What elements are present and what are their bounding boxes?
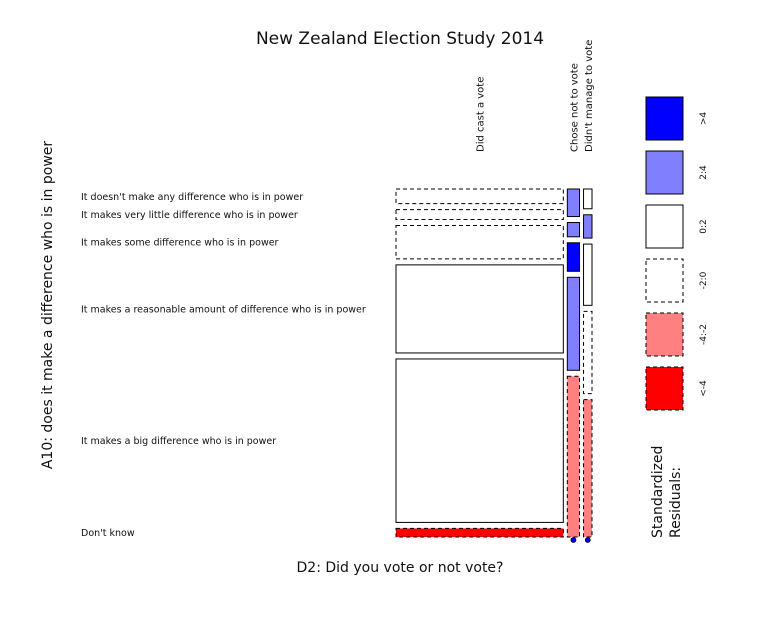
mosaic-cell-did-cast-a-vote-r4 (395, 358, 564, 523)
mosaic-cell-didn-t-manage-to-vote-r0 (583, 188, 593, 210)
mosaic-cell-chose-not-to-vote-r0 (566, 188, 581, 218)
row-label-4: It makes a big difference who is in powe… (81, 436, 276, 447)
legend-swatch-5 (645, 366, 684, 411)
row-label-5: Don't know (81, 528, 135, 539)
legend-label-4: -4:-2 (699, 324, 709, 345)
mosaic-cell-didn-t-manage-to-vote-r1 (583, 214, 593, 239)
legend-swatch-0 (645, 96, 684, 141)
column-label-did-cast-a-vote: Did cast a vote (476, 77, 487, 152)
column-label-didn-t-manage-to-vote: Didn't manage to vote (584, 40, 595, 152)
row-label-1: It makes very little difference who is i… (81, 210, 298, 221)
legend-title-line2: Residuals: (668, 467, 684, 538)
mosaic-cell-did-cast-a-vote-r3 (395, 264, 564, 354)
mosaic-cell-did-cast-a-vote-r0 (395, 188, 564, 205)
mosaic-cell-did-cast-a-vote-r2 (395, 224, 564, 260)
y-axis-label: A10: does it make a difference who is in… (40, 141, 56, 470)
mosaic-cell-chose-not-to-vote-r3 (566, 276, 581, 371)
legend-swatch-3 (645, 258, 684, 303)
mosaic-cell-chose-not-to-vote-r4 (566, 375, 581, 538)
legend-label-0: >4 (699, 112, 709, 126)
legend-swatch-1 (645, 150, 684, 195)
row-label-2: It makes some difference who is in power (81, 238, 279, 249)
column-label-chose-not-to-vote: Chose not to vote (569, 63, 580, 152)
mosaic-cell-didn-t-manage-to-vote-r4 (583, 399, 593, 538)
mosaic-cell-chose-not-to-vote-r1 (566, 222, 581, 238)
chart-title: New Zealand Election Study 2014 (256, 29, 544, 49)
row-label-3: It makes a reasonable amount of differen… (81, 304, 366, 315)
legend-label-2: 0:2 (699, 219, 709, 233)
mosaic-cell-did-cast-a-vote-r5 (395, 527, 564, 538)
mosaic-cell-didn-t-manage-to-vote-r5 (584, 537, 591, 543)
mosaic-cell-chose-not-to-vote-r2 (566, 242, 581, 272)
mosaic-cell-did-cast-a-vote-r1 (395, 209, 564, 220)
legend-label-1: 2:4 (699, 165, 709, 180)
legend-label-5: <-4 (699, 380, 709, 397)
legend-swatch-4 (645, 312, 684, 357)
legend-title-line1: Standardized (650, 446, 666, 538)
row-label-0: It doesn't make any difference who is in… (81, 192, 303, 203)
mosaic-cell-didn-t-manage-to-vote-r2 (583, 243, 593, 306)
mosaic-cell-chose-not-to-vote-r5 (570, 537, 577, 543)
legend-swatch-2 (645, 204, 684, 249)
mosaic-cell-didn-t-manage-to-vote-r3 (583, 310, 593, 395)
x-axis-label: D2: Did you vote or not vote? (297, 560, 504, 576)
legend-label-3: -2:0 (699, 271, 709, 289)
